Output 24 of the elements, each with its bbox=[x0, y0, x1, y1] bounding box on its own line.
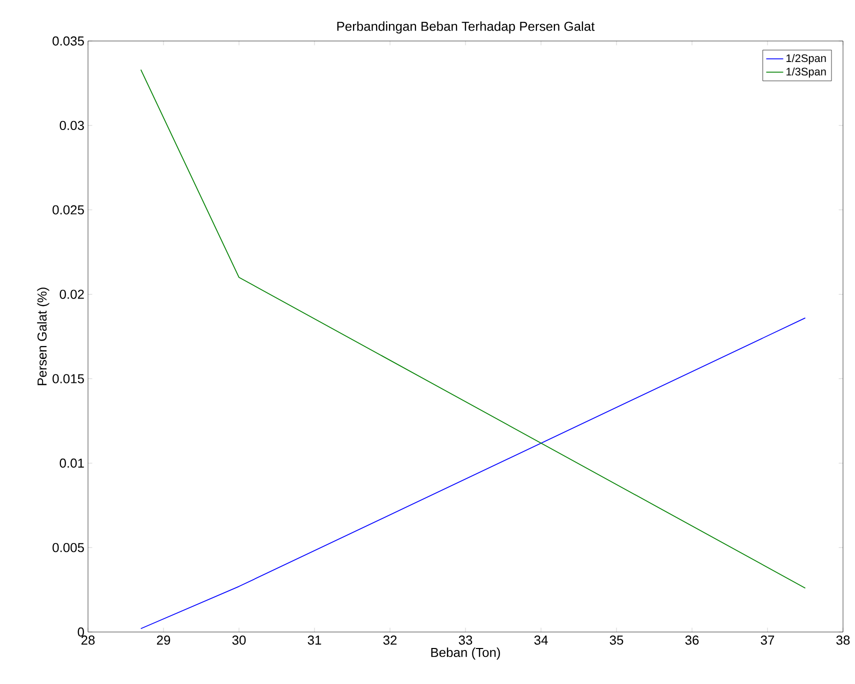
x-tick-label: 34 bbox=[534, 636, 548, 645]
x-tick-label: 32 bbox=[383, 636, 397, 645]
legend-label: 1/3Span bbox=[786, 67, 826, 78]
x-tick-label: 28 bbox=[81, 636, 95, 645]
x-tick-label: 38 bbox=[836, 636, 850, 645]
x-axis-title: Beban (Ton) bbox=[431, 648, 500, 660]
chart-title: Perbandingan Beban Terhadap Persen Galat bbox=[337, 21, 595, 34]
y-tick-label: 0.015 bbox=[52, 374, 84, 384]
x-tick-label: 35 bbox=[610, 636, 624, 645]
x-tick-label: 33 bbox=[458, 636, 472, 645]
x-tick-label: 29 bbox=[156, 636, 170, 645]
y-tick-label: 0.035 bbox=[52, 36, 84, 46]
y-tick-label: 0 bbox=[78, 627, 84, 637]
y-tick-label: 0.02 bbox=[60, 290, 84, 299]
y-tick-label: 0.03 bbox=[60, 120, 84, 130]
y-tick-label: 0.025 bbox=[52, 205, 84, 214]
x-tick-label: 31 bbox=[308, 636, 322, 645]
x-tick-label: 37 bbox=[760, 636, 774, 645]
y-tick-label: 0.01 bbox=[60, 458, 84, 468]
x-tick-label: 30 bbox=[232, 636, 246, 645]
y-axis-title: Persen Galat (%) bbox=[37, 288, 50, 386]
legend-label: 1/2Span bbox=[786, 54, 826, 64]
x-tick-label: 36 bbox=[685, 636, 699, 645]
y-tick-label: 0.005 bbox=[52, 542, 84, 552]
